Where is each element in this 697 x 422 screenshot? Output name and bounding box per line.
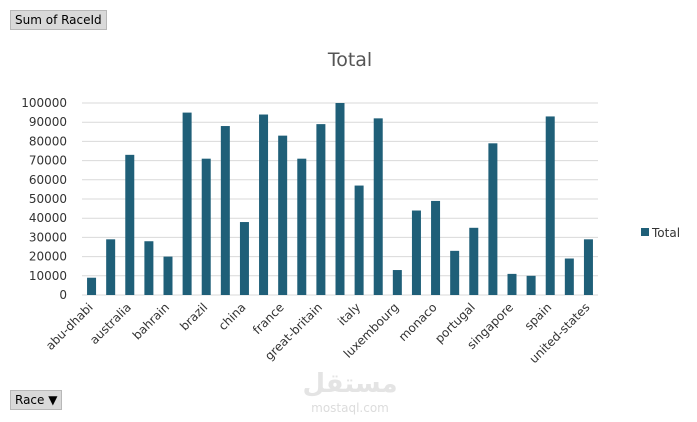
bar <box>526 275 536 295</box>
y-tick-label: 70000 <box>29 154 67 168</box>
y-tick-label: 90000 <box>29 115 67 129</box>
y-tick-label: 100000 <box>21 96 67 110</box>
y-tick-label: 40000 <box>29 211 67 225</box>
bar <box>220 126 230 295</box>
bar <box>564 258 574 295</box>
bar <box>144 241 154 295</box>
axis-field-button[interactable]: Race ▼ <box>10 390 63 410</box>
legend-label: Total <box>651 226 680 240</box>
bar <box>87 277 97 295</box>
bar <box>373 118 383 295</box>
x-tick-label: portugal <box>432 300 478 346</box>
bar <box>278 135 288 295</box>
bar <box>354 185 364 295</box>
bar <box>411 210 421 295</box>
y-tick-label: 30000 <box>29 230 67 244</box>
x-tick-label: france <box>250 300 287 337</box>
x-tick-label: brazil <box>177 300 210 333</box>
dropdown-arrow: ▼ <box>48 393 58 407</box>
bar <box>335 103 345 295</box>
bar <box>431 200 441 295</box>
x-tick-label: luxembourg <box>341 300 402 361</box>
bar <box>545 116 555 295</box>
bar <box>201 158 211 295</box>
y-tick-label: 50000 <box>29 192 67 206</box>
bar <box>316 124 326 296</box>
y-tick-label: 60000 <box>29 173 67 187</box>
x-tick-label: united-states <box>527 300 593 366</box>
axis-field-label: Race <box>15 393 45 407</box>
y-tick-label: 0 <box>59 288 67 302</box>
chart-title: Total <box>327 49 372 71</box>
bar <box>106 239 116 295</box>
x-tick-label: great-britain <box>262 300 325 363</box>
bar <box>583 239 593 295</box>
bar <box>297 158 307 295</box>
bar <box>259 114 269 296</box>
x-tick-label: bahrain <box>130 300 172 342</box>
bar <box>239 222 249 295</box>
x-tick-label: australia <box>87 300 134 347</box>
field-button[interactable]: Sum of RaceId <box>10 10 107 30</box>
watermark-arabic: مستقل <box>302 369 397 399</box>
y-tick-label: 10000 <box>29 269 67 283</box>
watermark-latin: mostaql.com <box>311 401 389 415</box>
bar <box>507 273 517 295</box>
y-tick-label: 80000 <box>29 134 67 148</box>
bar <box>450 250 460 295</box>
x-tick-label: monaco <box>396 300 440 344</box>
x-tick-label: spain <box>522 300 555 333</box>
bar <box>182 112 192 295</box>
bar <box>163 256 173 295</box>
x-tick-label: china <box>216 300 249 333</box>
x-tick-label: abu-dhabi <box>43 300 96 353</box>
y-tick-label: 20000 <box>29 250 67 264</box>
bar <box>392 270 402 295</box>
x-tick-label: italy <box>335 300 363 328</box>
bar <box>469 227 479 295</box>
legend-swatch <box>641 228 649 236</box>
bar <box>488 143 498 295</box>
bar <box>125 154 135 295</box>
x-tick-label: singapore <box>464 300 516 352</box>
